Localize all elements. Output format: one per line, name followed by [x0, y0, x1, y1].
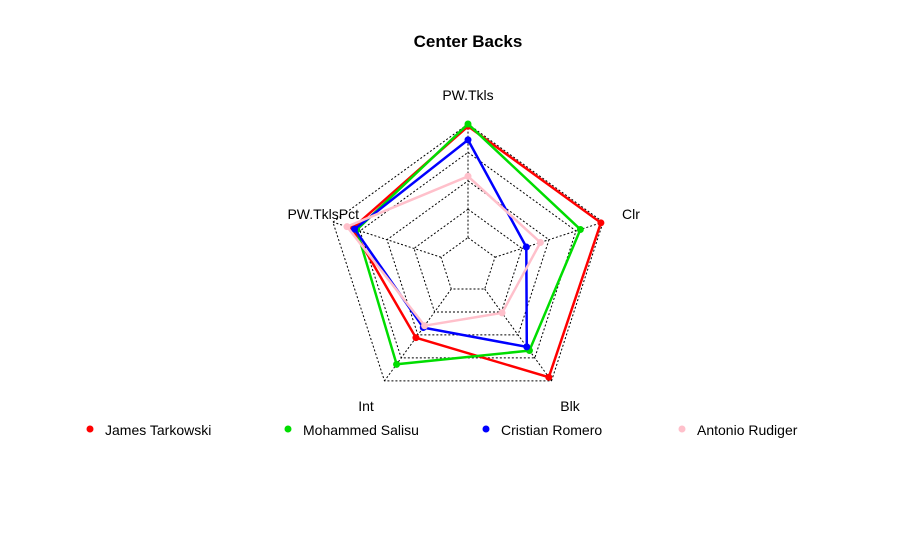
axis-labels: PW.Tkls Clr Blk Int PW.TklsPct: [287, 87, 640, 414]
data-point: [545, 373, 553, 381]
axis-label: Blk: [560, 398, 580, 414]
chart-title: Center Backs: [414, 32, 523, 51]
legend-label: Antonio Rudiger: [697, 422, 798, 438]
series-group: [353, 120, 584, 368]
data-point: [576, 225, 584, 233]
series-group: [351, 136, 531, 351]
data-point: [464, 172, 472, 180]
data-point: [464, 136, 472, 144]
axis-label: Int: [358, 398, 374, 414]
legend-marker: [482, 425, 490, 433]
legend-marker: [284, 425, 292, 433]
legend-marker: [678, 425, 686, 433]
grid-ring: [332, 123, 604, 382]
data-point: [421, 322, 429, 330]
axis-label: Clr: [622, 206, 640, 222]
series-line: [355, 122, 582, 366]
series-line: [350, 124, 603, 379]
data-point: [523, 343, 531, 351]
legend: James Tarkowski Mohammed Salisu Cristian R…: [86, 422, 798, 438]
series-line: [352, 138, 529, 349]
legend-label: James Tarkowski: [105, 422, 211, 438]
data-point: [464, 120, 472, 128]
data-point: [393, 360, 401, 368]
series-line: [345, 174, 542, 328]
grid-ring: [440, 236, 496, 290]
radar-grid: [332, 123, 604, 382]
data-point: [522, 243, 530, 251]
legend-item: Antonio Rudiger: [678, 422, 798, 438]
axis-label: PW.Tkls: [442, 87, 493, 103]
axis-spoke: [494, 221, 604, 258]
legend-label: Cristian Romero: [501, 422, 602, 438]
radar-series: [343, 120, 605, 381]
legend-item: Mohammed Salisu: [284, 422, 419, 438]
legend-label: Mohammed Salisu: [303, 422, 419, 438]
axis-spoke: [332, 221, 442, 258]
data-point: [351, 225, 359, 233]
legend-marker: [86, 425, 94, 433]
data-point: [597, 219, 605, 227]
legend-item: Cristian Romero: [482, 422, 602, 438]
series-group: [348, 122, 605, 381]
data-point: [536, 238, 544, 246]
data-point: [498, 309, 506, 317]
series-group: [343, 172, 544, 330]
grid-ring: [386, 180, 550, 336]
legend-item: James Tarkowski: [86, 422, 211, 438]
data-point: [412, 334, 420, 342]
data-point: [343, 223, 351, 231]
axis-spoke: [484, 288, 552, 382]
axis-label: PW.TklsPct: [287, 206, 359, 222]
